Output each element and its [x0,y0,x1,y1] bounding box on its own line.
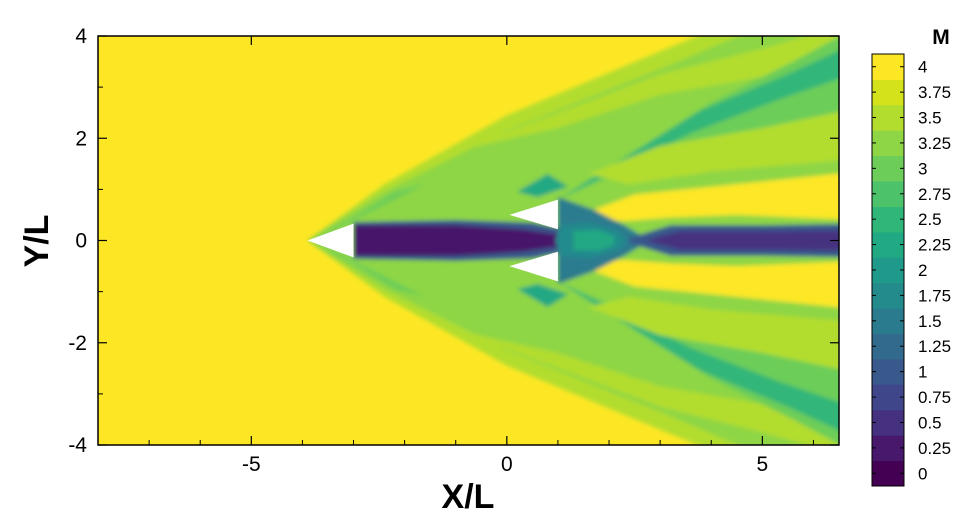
front-cone-body [307,223,354,258]
colorbar-label: 3 [918,159,927,178]
y-axis-label: Y/L [18,215,56,268]
colorbar-swatch [872,104,904,131]
colorbar-swatch [872,333,904,360]
bow-shock-band-lower [307,240,426,297]
colorbar-label: 1 [918,363,927,382]
colorbar-label: 0 [918,464,927,483]
y-tick-label: 0 [75,230,87,253]
colorbar-swatch [872,384,904,411]
colorbar-swatch [872,206,904,233]
lower-rear-cone-body [509,251,558,282]
colorbar-label: 3.75 [918,83,951,102]
colorbar-label: 0.75 [918,388,951,407]
colorbar-swatch [872,358,904,385]
colorbar-label: 3.5 [918,109,942,128]
colorbar-swatch [872,181,904,207]
colorbar-title: M [932,26,950,49]
colorbar-swatch [872,308,904,334]
colorbar-label: 2.5 [918,210,942,229]
colorbar-swatch [872,231,904,258]
post-expansion-upper [588,111,839,185]
colorbar-label: 0.25 [918,439,951,458]
y-tick-label: 2 [75,127,87,150]
colorbar-label: 0.5 [918,413,942,432]
post-expansion-lower [588,296,839,370]
colorbar-swatch [872,460,904,487]
inner-shock-lower [517,284,569,307]
colorbar-label: 2 [918,261,927,280]
colorbar-label: 1.5 [918,312,942,331]
colorbar-swatch [872,130,904,157]
outer-band-upper [455,36,839,151]
expansion-peak-upper [639,188,839,215]
colorbar-label: 2.25 [918,236,951,255]
colorbar-swatch [872,79,904,106]
outer-band-lower [455,330,839,445]
x-axis-label: X/L [442,478,495,516]
expansion-peak-lower [639,266,839,293]
y-tick-label: 4 [75,25,87,48]
colorbar-swatch [872,282,904,309]
x-tick-label: 5 [757,453,769,476]
y-tick-label: -2 [68,332,87,355]
flow-field [307,36,839,445]
colorbar-label: 1.25 [918,337,951,356]
y-tick-label: -4 [68,434,87,457]
wake-core [353,225,558,256]
colorbar-swatch [872,435,904,462]
x-tick-label: -5 [242,453,261,476]
bow-shock-band [307,184,426,241]
recirculation-core [573,230,615,251]
inner-shock-upper [517,174,569,197]
plot-area [98,36,839,445]
bodies [307,199,558,282]
colorbar: M 0 0.25 0.5 0.75 1 1.25 1.5 1.75 2 2.25 2.5 2.75 3 3… [871,26,951,487]
downstream-wake-core [644,230,839,251]
colorbar-label: 2.75 [918,185,951,204]
colorbar-label: 4 [918,58,927,77]
x-tick-label: 0 [501,453,513,476]
colorbar-swatch [872,257,904,284]
upper-rear-cone-body [509,199,558,230]
colorbar-label: 1.75 [918,286,951,305]
colorbar-swatch [872,54,904,80]
colorbar-swatch [872,409,904,436]
colorbar-swatch [872,155,904,182]
colorbar-label: 3.25 [918,134,951,153]
axis-ticks: -5 0 5 -4 -2 0 2 4 [68,25,839,476]
